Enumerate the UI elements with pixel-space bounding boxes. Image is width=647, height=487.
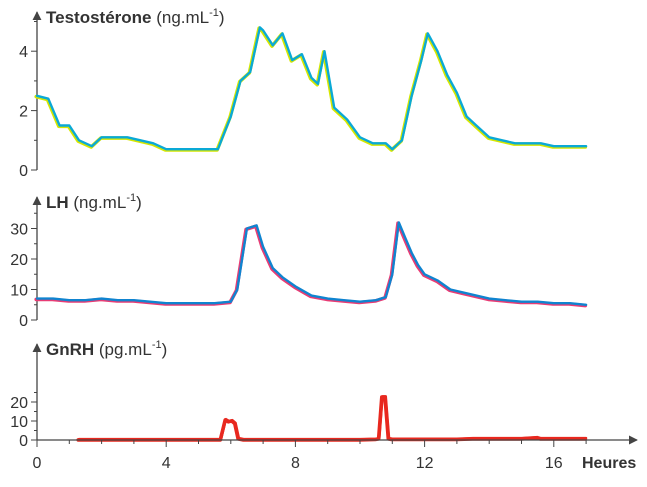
- panel-title-unit-exponent: -1: [209, 7, 219, 19]
- y-tick-label: 0: [19, 163, 28, 180]
- x-axis-group: 0 4 8 12 16 Heures: [33, 435, 638, 472]
- series-line-glow-3: [76, 395, 588, 442]
- panel-title-name: LH: [46, 193, 73, 212]
- x-axis-label: Heures: [582, 455, 636, 472]
- y-tick-label: 10: [10, 414, 28, 431]
- panel-title-unit-close: ): [162, 340, 168, 359]
- panel-title-unit-close: ): [136, 193, 142, 212]
- x-tick-label: 0: [33, 455, 42, 472]
- x-tick-label: 8: [291, 455, 300, 472]
- x-tick-label: 12: [416, 455, 434, 472]
- panel-title-unit: (ng.mL: [73, 193, 126, 212]
- y-tick-label: 0: [19, 433, 28, 450]
- panel-title-name: GnRH: [46, 340, 99, 359]
- y-tick-label: 20: [10, 395, 28, 412]
- series-line-1: [35, 26, 588, 151]
- panel-1: 0 2 4 Testostérone (ng.mL-1): [19, 7, 588, 180]
- panel-title-name: Testostérone: [46, 8, 156, 27]
- panel-3: 0 10 20 GnRH (pg.mL-1): [10, 339, 588, 450]
- y-tick-label: 30: [10, 222, 28, 239]
- panel-title-unit-exponent: -1: [152, 339, 162, 351]
- x-tick-label: 16: [545, 455, 563, 472]
- panel-title-2: LH (ng.mL-1): [46, 192, 142, 212]
- y-tick-label: 2: [19, 104, 28, 121]
- series-line-2: [35, 221, 588, 306]
- panel-title-1: Testostérone (ng.mL-1): [46, 7, 225, 27]
- y-tick-label: 10: [10, 283, 28, 300]
- panel-2: 0 10 20 30 LH (ng.mL-1): [10, 192, 588, 330]
- panel-title-unit-close: ): [219, 8, 225, 27]
- series-line-glow-2: [34, 221, 588, 308]
- panel-title-unit: (ng.mL: [156, 8, 209, 27]
- y-tick-label: 0: [19, 313, 28, 330]
- y-tick-label: 20: [10, 252, 28, 269]
- panel-title-unit-exponent: -1: [126, 192, 136, 204]
- panel-title-3: GnRH (pg.mL-1): [46, 339, 167, 359]
- x-tick-label: 4: [162, 455, 171, 472]
- y-tick-label: 4: [19, 44, 28, 61]
- panel-title-unit: (pg.mL: [99, 340, 152, 359]
- series-line-3: [77, 395, 588, 441]
- series-line-glow-1: [34, 26, 588, 152]
